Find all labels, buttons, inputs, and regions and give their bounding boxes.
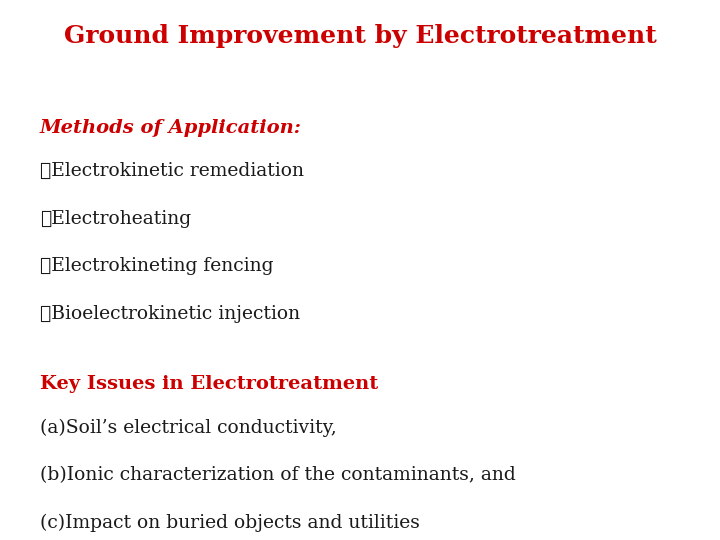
Text: Methods of Application:: Methods of Application: (40, 119, 302, 137)
Text: ➢Electroheating: ➢Electroheating (40, 210, 191, 227)
Text: ➢Electrokineting fencing: ➢Electrokineting fencing (40, 257, 273, 275)
Text: ➢Bioelectrokinetic injection: ➢Bioelectrokinetic injection (40, 305, 300, 322)
Text: Key Issues in Electrotreatment: Key Issues in Electrotreatment (40, 375, 378, 393)
Text: (b)Ionic characterization of the contaminants, and: (b)Ionic characterization of the contami… (40, 466, 516, 484)
Text: (a)Soil’s electrical conductivity,: (a)Soil’s electrical conductivity, (40, 418, 336, 437)
Text: Ground Improvement by Electrotreatment: Ground Improvement by Electrotreatment (63, 24, 657, 48)
Text: (c)Impact on buried objects and utilities: (c)Impact on buried objects and utilitie… (40, 514, 420, 532)
Text: ➢Electrokinetic remediation: ➢Electrokinetic remediation (40, 162, 304, 180)
